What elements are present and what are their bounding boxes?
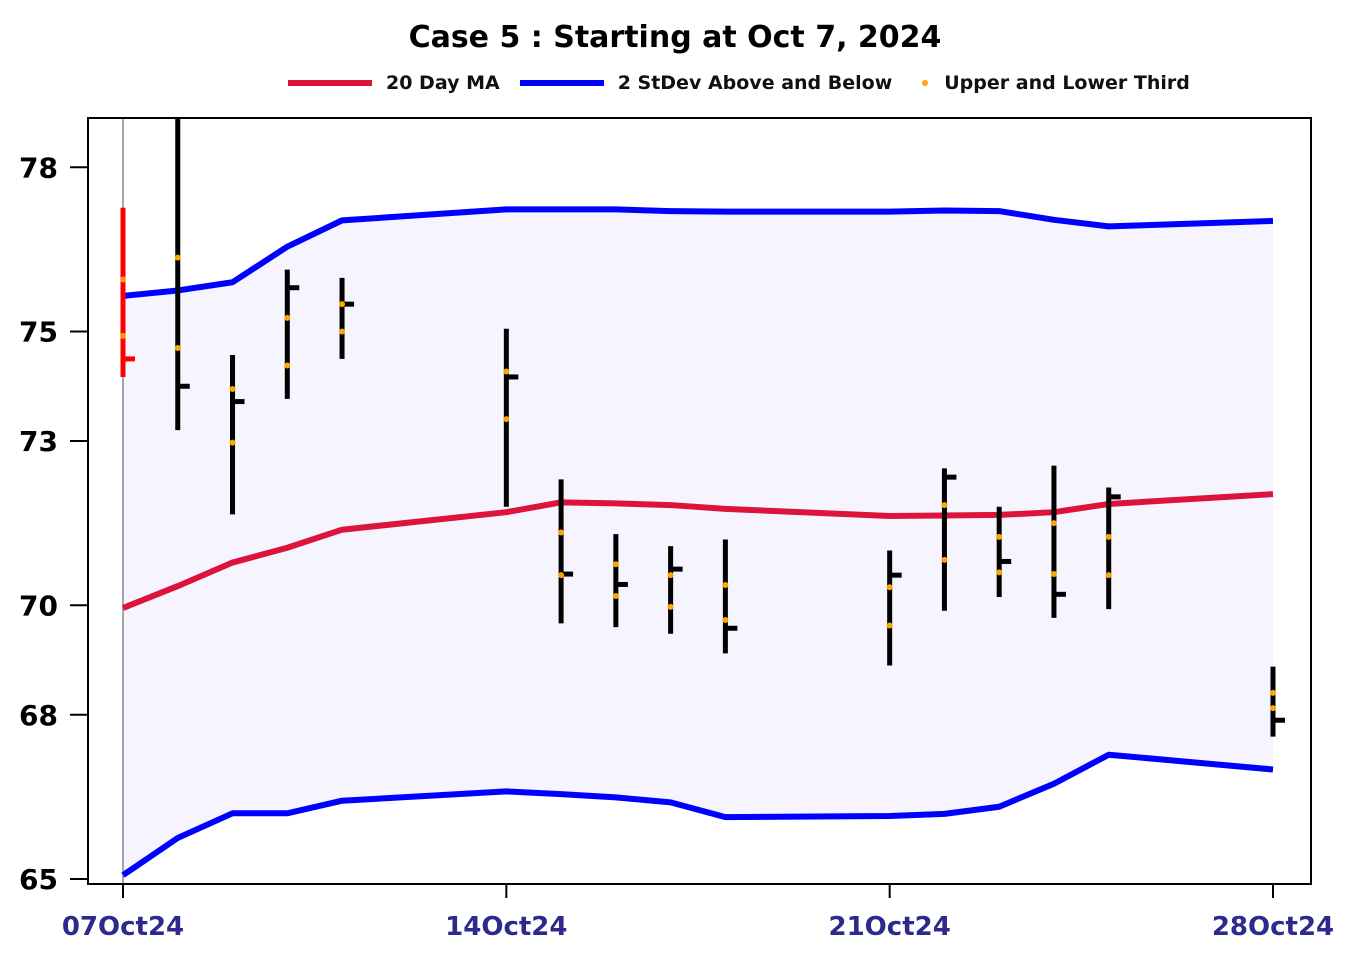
- legend-swatch-thirds: [922, 80, 929, 86]
- y-tick-label: 73: [19, 425, 58, 458]
- lower-third-dot: [120, 332, 126, 339]
- upper-third-dot: [612, 561, 619, 568]
- legend-label-thirds: Upper and Lower Third: [944, 72, 1190, 94]
- lower-third-dot: [1270, 705, 1276, 712]
- lower-third-dot: [339, 328, 346, 335]
- upper-third-dot: [886, 584, 893, 591]
- y-tick-label: 75: [19, 316, 58, 349]
- legend-item-ma: 20 Day MA: [288, 72, 500, 94]
- legend-item-band: 2 StDev Above and Below: [519, 72, 893, 94]
- upper-third-dot: [503, 368, 510, 375]
- x-tick-label: 28Oct24: [1212, 912, 1334, 942]
- upper-third-dot: [284, 314, 291, 321]
- band-fill: [123, 209, 1273, 876]
- x-tick-label: 07Oct24: [62, 912, 184, 942]
- upper-third-dot: [120, 276, 126, 283]
- lower-third-dot: [503, 416, 510, 423]
- lower-third-dot: [174, 344, 181, 351]
- legend: 20 Day MA 2 StDev Above and Below Upper …: [288, 70, 1210, 96]
- upper-band-line: [122, 206, 1274, 299]
- lower-third-dot: [1105, 572, 1112, 579]
- upper-third-dot: [941, 502, 948, 509]
- chart-title: Case 5 : Starting at Oct 7, 2024: [408, 20, 942, 55]
- y-tick-label: 68: [19, 699, 58, 732]
- lower-third-dot: [996, 569, 1003, 576]
- upper-third-dot: [1270, 689, 1276, 696]
- legend-item-thirds: Upper and Lower Third: [912, 72, 1190, 94]
- lower-band-line: [121, 751, 1274, 878]
- plot-frame: [87, 117, 1312, 885]
- upper-third-dot: [229, 386, 236, 393]
- upper-third-dot: [174, 254, 181, 261]
- upper-third-dot: [1050, 520, 1057, 527]
- x-tick-label: 14Oct24: [445, 912, 567, 942]
- y-tick-label: 65: [19, 863, 58, 896]
- lower-third-dot: [229, 439, 236, 446]
- lower-third-dot: [612, 592, 619, 599]
- upper-third-dot: [667, 572, 674, 579]
- lower-third-dot: [667, 603, 674, 610]
- lower-third-dot: [284, 362, 291, 369]
- lower-third-dot: [886, 622, 893, 629]
- lower-third-dot: [1050, 571, 1057, 578]
- upper-third-dot: [1105, 533, 1112, 540]
- x-tick-label: 21Oct24: [829, 912, 951, 942]
- legend-label-ma: 20 Day MA: [386, 72, 500, 94]
- upper-third-dot: [339, 301, 346, 308]
- lower-third-dot: [722, 617, 729, 624]
- upper-third-dot: [996, 533, 1003, 540]
- upper-third-dot: [722, 582, 729, 589]
- y-tick-label: 70: [19, 589, 58, 622]
- lower-third-dot: [941, 556, 948, 563]
- upper-third-dot: [558, 529, 565, 536]
- lower-third-dot: [558, 572, 565, 579]
- ma-line: [121, 491, 1274, 611]
- legend-label-band: 2 StDev Above and Below: [617, 72, 893, 94]
- legend-swatch-ma: [288, 80, 372, 86]
- y-tick-label: 78: [19, 151, 58, 184]
- legend-swatch-band: [519, 80, 604, 86]
